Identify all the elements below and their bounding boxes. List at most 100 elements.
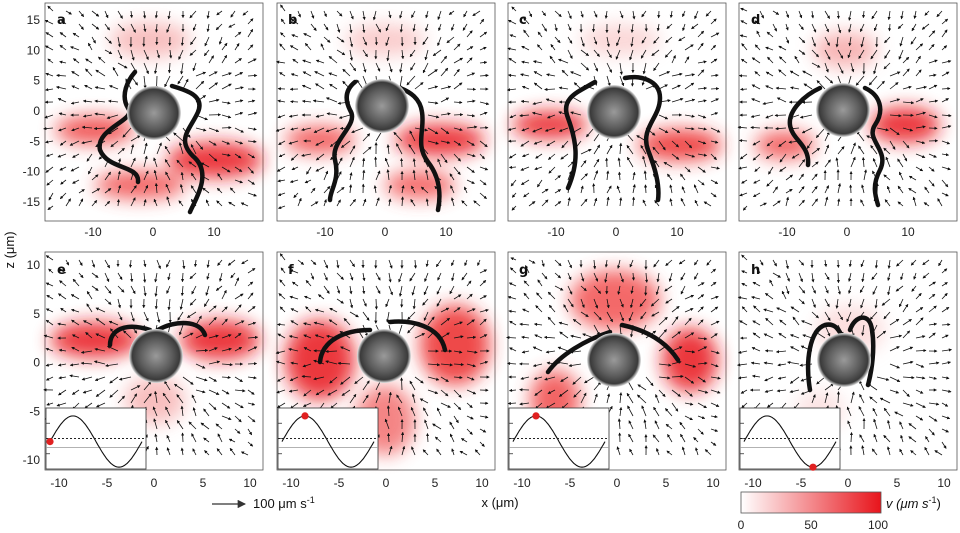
velocity-arrow [759, 10, 764, 19]
velocity-arrow [153, 169, 158, 181]
cell-image [127, 86, 181, 140]
velocity-arrow [176, 159, 184, 168]
velocity-arrow [523, 29, 530, 38]
velocity-arrow [888, 23, 892, 32]
velocity-arrow [221, 114, 232, 119]
velocity-arrow [554, 201, 562, 207]
velocity-arrow [558, 58, 569, 64]
velocity-arrow [218, 36, 223, 45]
velocity-arrow [824, 10, 830, 19]
velocity-arrow [290, 127, 299, 131]
velocity-arrow [65, 198, 71, 207]
velocity-arrow [680, 197, 686, 207]
velocity-arrow [546, 140, 556, 147]
velocity-arrow [234, 31, 242, 38]
velocity-arrow [619, 62, 623, 76]
velocity-arrow [682, 23, 686, 32]
velocity-arrow [276, 166, 286, 172]
velocity-arrow [216, 10, 223, 16]
velocity-arrow [340, 140, 351, 148]
velocity-arrow [528, 201, 536, 207]
velocity-arrow [785, 23, 789, 31]
velocity-arrow [117, 62, 128, 69]
velocity-arrow [592, 23, 596, 33]
velocity-arrow [204, 36, 210, 47]
velocity-arrow [567, 49, 573, 59]
velocity-arrow [466, 153, 476, 158]
velocity-arrow [640, 49, 647, 59]
velocity-arrow [302, 59, 312, 64]
velocity-arrow [275, 127, 286, 132]
velocity-arrow [385, 23, 390, 32]
velocity-arrow [507, 47, 517, 51]
velocity-arrow [301, 84, 312, 90]
x-tick-label: 10 [937, 476, 951, 490]
velocity-arrow [533, 71, 543, 77]
velocity-arrow [424, 49, 429, 61]
y-tick-label: 10 [27, 258, 41, 272]
velocity-arrow [401, 49, 405, 60]
velocity-arrow [304, 42, 312, 51]
velocity-arrow [580, 148, 592, 155]
velocity-arrow [178, 49, 184, 60]
velocity-arrow [617, 157, 621, 168]
velocity-arrow [684, 114, 695, 118]
velocity-arrow [785, 36, 790, 44]
velocity-arrow [195, 140, 204, 150]
inset-e [45, 407, 147, 470]
velocity-arrow [104, 36, 112, 44]
velocity-arrow [466, 99, 476, 103]
velocity-arrow [91, 23, 100, 30]
velocity-arrow [221, 42, 228, 51]
velocity-arrow [200, 162, 210, 168]
velocity-arrow [45, 88, 54, 92]
velocity-arrow [464, 186, 468, 194]
velocity-arrow [195, 80, 205, 90]
velocity-arrow [619, 10, 624, 19]
velocity-arrow [154, 182, 158, 194]
velocity-arrow [306, 166, 312, 175]
velocity-arrow [362, 133, 371, 142]
velocity-arrow [228, 23, 236, 28]
velocity-arrow [166, 23, 171, 33]
velocity-arrow [409, 49, 416, 58]
velocity-arrow [70, 101, 80, 105]
velocity-arrow [466, 46, 474, 51]
velocity-arrow [508, 57, 517, 64]
velocity-arrow [130, 197, 136, 207]
velocity-arrow [247, 111, 258, 116]
x-tick-label: -10 [282, 476, 300, 490]
inset-h [739, 407, 841, 471]
y-ticks-bottom: 10 5 0 -5 -10 [23, 258, 41, 467]
velocity-arrow [684, 73, 696, 77]
velocity-arrow [117, 184, 122, 194]
velocity-arrow [453, 153, 461, 162]
panel-b: b [275, 2, 496, 222]
velocity-arrow [82, 114, 93, 118]
velocity-arrow [656, 23, 660, 32]
velocity-arrow [593, 10, 598, 18]
velocity-arrow [336, 36, 345, 43]
velocity-arrow [887, 10, 891, 21]
velocity-arrow [461, 200, 468, 207]
velocity-arrow [217, 173, 223, 181]
velocity-arrow [641, 36, 647, 44]
velocity-arrow [323, 23, 329, 31]
velocity-arrow [666, 23, 673, 29]
velocity-arrow [479, 192, 487, 200]
velocity-arrow [558, 127, 569, 132]
velocity-arrow [537, 179, 543, 188]
velocity-arrow [535, 153, 543, 159]
velocity-arrow [710, 166, 720, 170]
velocity-arrow [453, 166, 461, 176]
velocity-arrow [811, 36, 816, 47]
velocity-arrow [221, 153, 231, 157]
velocity-arrow [130, 23, 136, 33]
x-ticks-top: -10 0 10 -10 0 10 -10 0 10 -10 0 10 [84, 225, 915, 239]
velocity-arrow [740, 87, 748, 91]
velocity-arrow [450, 185, 455, 194]
velocity-arrow [532, 60, 543, 64]
velocity-arrow [740, 7, 748, 12]
velocity-arrow [375, 197, 380, 207]
velocity-arrow [671, 84, 681, 90]
